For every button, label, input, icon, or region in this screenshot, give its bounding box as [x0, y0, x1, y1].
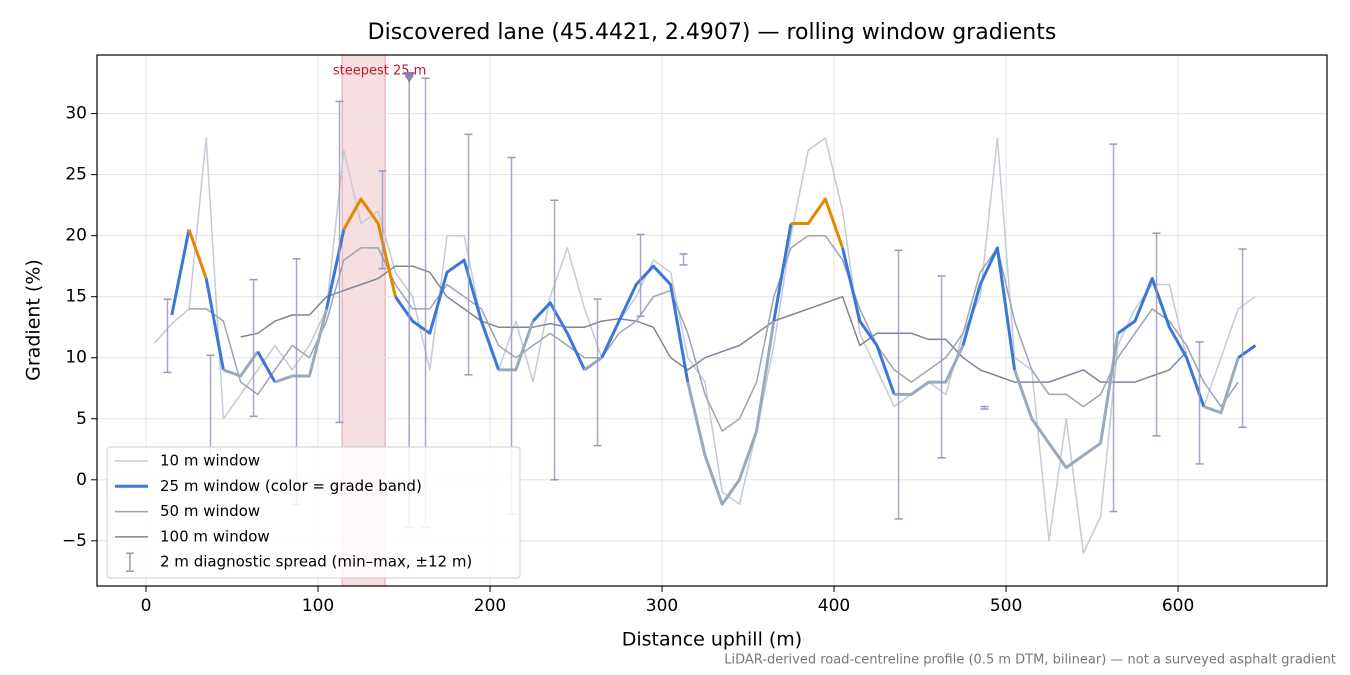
legend: 10 m window 25 m window (color = grade ba… — [106, 446, 521, 579]
series-line — [600, 264, 690, 383]
series-line — [274, 308, 329, 384]
series-line — [1203, 357, 1240, 415]
legend-box — [106, 446, 521, 579]
series-line — [187, 229, 208, 279]
y-tick-label: 20 — [65, 226, 87, 246]
series-line — [222, 350, 260, 378]
y-tick-label: 10 — [65, 348, 87, 368]
y-tick-label: −5 — [62, 531, 87, 551]
y-tick-label: 0 — [76, 470, 87, 490]
series-line — [894, 344, 965, 396]
series-line — [189, 234, 1239, 432]
series-line — [170, 229, 191, 316]
plot-frame — [96, 54, 1328, 587]
series-line — [961, 246, 1017, 371]
series-line — [772, 223, 793, 322]
series-line — [583, 356, 603, 372]
y-tick-label: 30 — [65, 104, 87, 124]
x-axis-label: Distance uphill (m) — [622, 629, 802, 651]
series-line — [791, 197, 845, 249]
series-line — [1013, 333, 1120, 470]
y-tick-label: 5 — [76, 409, 87, 429]
steepest-marker — [403, 71, 416, 83]
x-tick-label: 300 — [646, 596, 678, 616]
series-line — [204, 278, 225, 371]
highlight-label: steepest 25 m — [333, 64, 426, 79]
x-tick-label: 400 — [818, 596, 850, 616]
series-line — [256, 350, 277, 383]
series-line — [686, 320, 776, 506]
y-axis-label: Gradient (%) — [23, 259, 45, 381]
series-line — [394, 258, 501, 371]
series-line — [1237, 344, 1257, 359]
legend-label: 10 m window — [160, 452, 260, 470]
legend-label: 25 m window (color = grade band) — [160, 477, 422, 495]
footnote: LiDAR-derived road-centreline profile (0… — [724, 653, 1336, 668]
series-line — [841, 247, 896, 395]
y-tick-label: 25 — [65, 165, 87, 185]
x-tick-label: 200 — [474, 596, 506, 616]
series-line — [498, 320, 535, 372]
legend-label: 2 m diagnostic spread (min–max, ±12 m) — [160, 553, 472, 571]
legend-label: 100 m window — [160, 527, 270, 545]
x-tick-label: 100 — [302, 596, 334, 616]
series-line — [342, 197, 397, 298]
x-tick-label: 500 — [990, 596, 1022, 616]
chart-title: Discovered lane (45.4421, 2.4907) — roll… — [368, 20, 1057, 45]
series-line — [240, 265, 1188, 383]
y-tick-label: 15 — [65, 287, 87, 307]
series-line — [1116, 276, 1206, 408]
x-tick-label: 0 — [141, 596, 152, 616]
legend-label: 50 m window — [160, 502, 260, 520]
series-line — [531, 301, 586, 371]
x-tick-label: 600 — [1162, 596, 1194, 616]
series-line — [325, 229, 346, 310]
